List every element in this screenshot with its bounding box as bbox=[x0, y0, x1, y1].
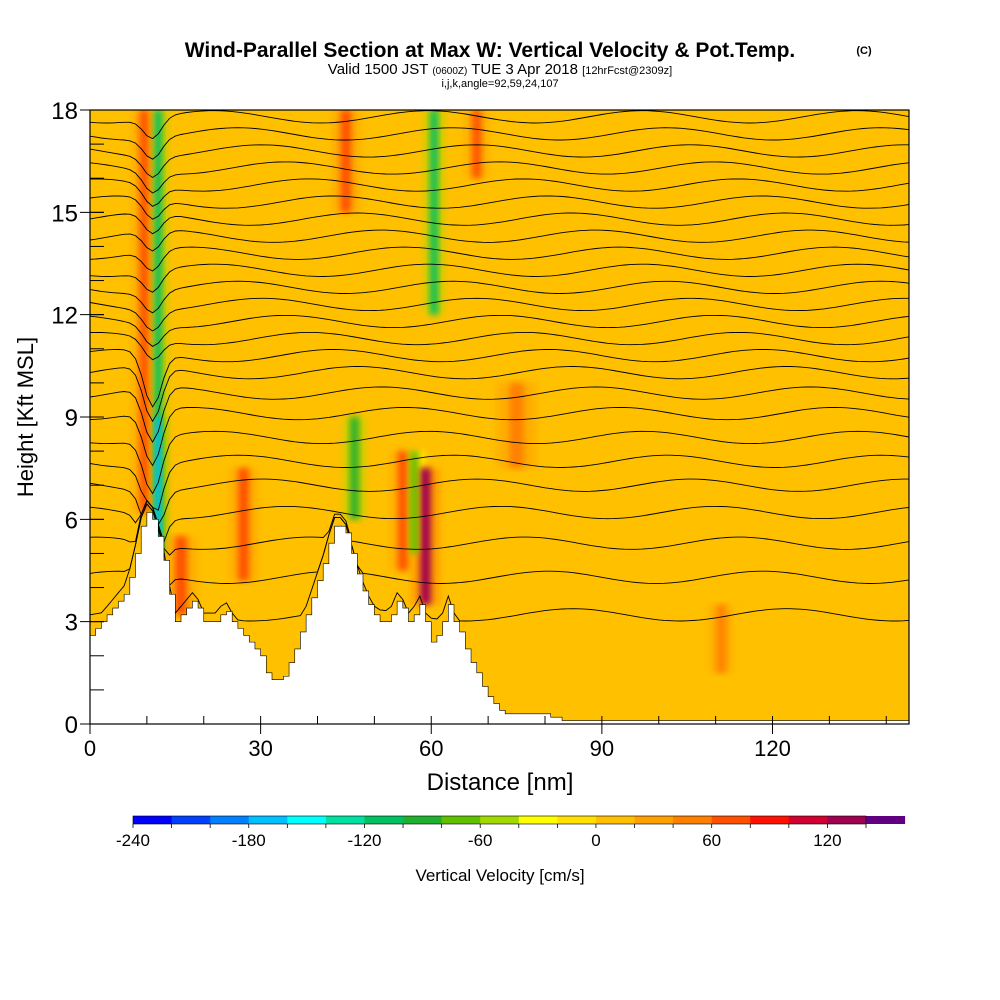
colorbar-swatch bbox=[480, 816, 520, 824]
colorbar-swatch bbox=[248, 816, 288, 824]
theta-contour-5 bbox=[90, 454, 909, 511]
colorbar-tick-label: 60 bbox=[702, 831, 721, 850]
colorbar-tick-label: -60 bbox=[468, 831, 493, 850]
colorbar-swatch bbox=[133, 816, 173, 824]
theta-contour-4 bbox=[90, 478, 909, 526]
theta-contour-14 bbox=[90, 280, 909, 314]
x-tick-label: 30 bbox=[248, 736, 272, 761]
theta-contours bbox=[90, 110, 909, 622]
forecast-info: [12hrFcst@2309z] bbox=[582, 65, 672, 77]
colorbar-tick-label: 0 bbox=[591, 831, 600, 850]
y-tick-label: 3 bbox=[65, 610, 78, 637]
colorbar-swatch bbox=[518, 816, 558, 824]
theta-contour-18 bbox=[90, 212, 909, 235]
colorbar-swatch bbox=[595, 816, 636, 824]
y-tick-label: 15 bbox=[51, 200, 78, 227]
theta-contour-2 bbox=[90, 499, 909, 556]
theta-contour-12 bbox=[90, 314, 909, 347]
velocity-bands bbox=[132, 110, 734, 673]
colorbar-swatch bbox=[287, 816, 327, 824]
x-tick-label: 90 bbox=[590, 736, 614, 761]
theta-contour-11 bbox=[90, 331, 909, 361]
theta-contour-19 bbox=[90, 195, 909, 220]
chart-title: Wind-Parallel Section at Max W: Vertical… bbox=[185, 39, 796, 62]
colorbar-swatch bbox=[711, 816, 751, 824]
x-tick-label: 120 bbox=[754, 736, 791, 761]
x-axis: 0 30 60 90 120 bbox=[84, 716, 887, 761]
theta-contour-23 bbox=[90, 127, 909, 160]
theta-contour-3 bbox=[90, 499, 909, 544]
y-tick-label: 18 bbox=[51, 98, 78, 125]
updraft-band-6 bbox=[472, 110, 482, 179]
downdraft-band-4 bbox=[430, 110, 438, 315]
y-tick-label: 12 bbox=[51, 303, 78, 330]
colorbar-swatch bbox=[634, 816, 674, 824]
colorbar-swatch bbox=[750, 816, 790, 824]
colorbar-label: Vertical Velocity [cm/s] bbox=[415, 866, 584, 885]
plot-area bbox=[90, 110, 909, 724]
theta-contour-24 bbox=[90, 110, 909, 140]
theta-contour-21 bbox=[90, 161, 909, 194]
colorbar-frame bbox=[132, 815, 867, 825]
updraft-band-2 bbox=[238, 468, 249, 581]
theta-contour-0 bbox=[90, 503, 909, 622]
x-axis-label: Distance [nm] bbox=[427, 769, 574, 796]
colorbar-swatch bbox=[364, 816, 404, 824]
theta-contour-17 bbox=[90, 229, 909, 252]
colorbar-tick-label: -240 bbox=[116, 831, 150, 850]
colorbar-tick-label: 120 bbox=[813, 831, 841, 850]
downdraft-band-3 bbox=[410, 451, 419, 554]
x-tick-label: 60 bbox=[419, 736, 443, 761]
colorbar-swatch bbox=[403, 816, 443, 824]
updraft-band-3 bbox=[340, 110, 352, 213]
colorbar-swatch bbox=[673, 816, 713, 824]
y-axis-label: Height [Kft MSL] bbox=[13, 337, 38, 497]
y-axis: 0 3 6 9 12 15 18 bbox=[51, 98, 104, 739]
theta-contour-7 bbox=[90, 407, 909, 467]
colorbar-swatch bbox=[557, 816, 597, 824]
colorbar-swatch bbox=[171, 816, 211, 824]
theta-contour-9 bbox=[90, 366, 909, 423]
colorbar: -240 -180 -120 -60 0 60 120 bbox=[116, 815, 906, 850]
theta-contour-8 bbox=[90, 386, 909, 444]
downdraft-band-0 bbox=[154, 110, 162, 554]
colorbar-swatch bbox=[441, 816, 481, 824]
valid-zulu: (0600Z) bbox=[432, 66, 467, 77]
updraft-band-5 bbox=[420, 468, 431, 605]
x-tick-label: 0 bbox=[84, 736, 96, 761]
grid-info: i,j,k,angle=92,59,24,107 bbox=[441, 78, 558, 90]
colorbar-tick-label: -120 bbox=[347, 831, 381, 850]
updraft-band-7 bbox=[509, 382, 524, 469]
downdraft-band-1 bbox=[155, 417, 162, 554]
updraft-band-0 bbox=[139, 110, 149, 513]
theta-contour-13 bbox=[90, 297, 909, 332]
valid-line: Valid 1500 JST (0600Z) TUE 3 Apr 2018 [1… bbox=[328, 61, 672, 78]
terrain bbox=[90, 512, 909, 724]
updraft-band-4 bbox=[398, 451, 408, 571]
theta-contour-16 bbox=[90, 246, 909, 272]
y-tick-label: 0 bbox=[65, 712, 78, 739]
theta-contour-20 bbox=[90, 178, 909, 207]
theta-contour-10 bbox=[90, 349, 909, 408]
theta-contour-15 bbox=[90, 263, 909, 293]
colorbar-swatch bbox=[788, 816, 828, 824]
valid-prefix: Valid 1500 JST bbox=[328, 61, 428, 78]
colorbar-swatch bbox=[210, 816, 250, 824]
colorbar-swatch bbox=[827, 816, 867, 824]
theta-contour-1 bbox=[90, 503, 909, 587]
y-tick-label: 9 bbox=[65, 405, 78, 432]
valid-date: TUE 3 Apr 2018 bbox=[471, 61, 578, 78]
colorbar-tick-label: -180 bbox=[232, 831, 266, 850]
updraft-band-8 bbox=[717, 604, 726, 673]
colorbar-swatch bbox=[866, 816, 906, 824]
theta-contour-22 bbox=[90, 144, 909, 179]
y-tick-label: 6 bbox=[65, 507, 78, 534]
title-mark: (C) bbox=[856, 45, 872, 57]
downdraft-band-2 bbox=[350, 417, 359, 520]
theta-contour-6 bbox=[90, 430, 909, 495]
colorbar-swatch bbox=[325, 816, 365, 824]
updraft-band-1 bbox=[175, 536, 187, 615]
